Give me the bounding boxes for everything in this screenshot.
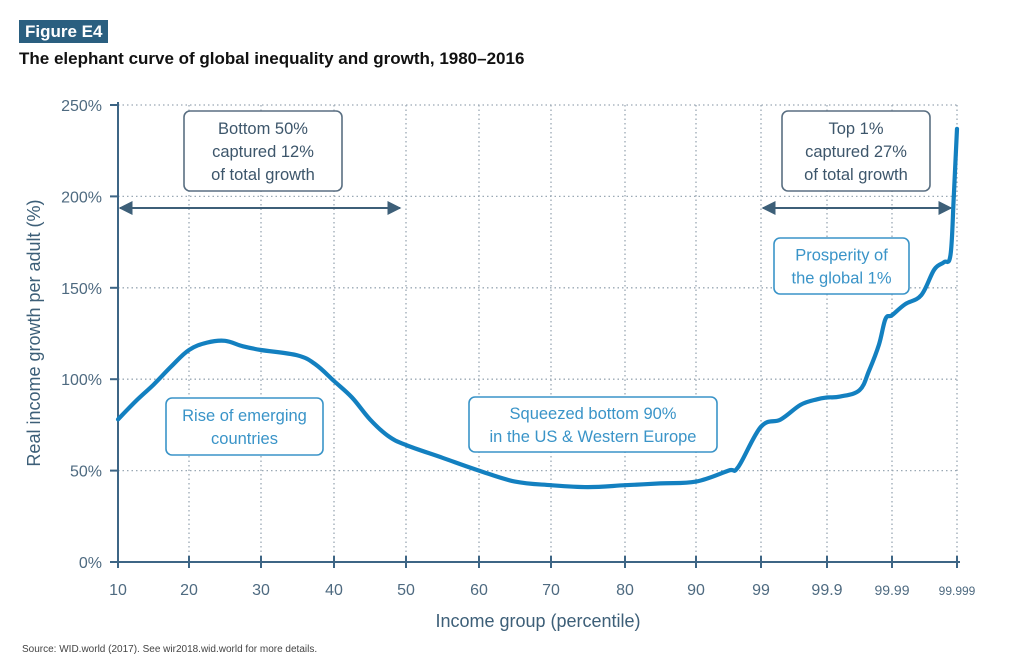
x-tick-label: 40 (325, 582, 343, 599)
x-tick-label: 99.9 (811, 582, 842, 599)
x-tick-label: 30 (252, 582, 270, 599)
annotation-text: Squeezed bottom 90% (510, 405, 677, 423)
x-tick-label: 90 (687, 582, 705, 599)
x-tick-label: 99.99 (874, 582, 909, 598)
annotation-text: countries (211, 430, 278, 448)
annotation-text: in the US & Western Europe (490, 428, 697, 446)
annotation-box (468, 396, 718, 453)
axis-layer: 0% 50% 100% 150% 200% 250% 10 20 30 40 50 60 70 80 90 9… (61, 98, 976, 599)
annotation-text: Prosperity of (795, 247, 888, 265)
y-axis-title: Real income growth per adult (%) (24, 199, 44, 466)
annotation-box (165, 397, 324, 456)
x-tick-label: 99 (752, 582, 770, 599)
y-tick-label: 150% (61, 281, 102, 298)
x-tick-label: 50 (397, 582, 415, 599)
x-tick-label: 80 (616, 582, 634, 599)
annotation-bottom50: Bottom 50% captured 12% of total growth (118, 110, 402, 215)
series-layer (115, 126, 960, 490)
annotation-text: Bottom 50% (218, 120, 308, 138)
annotation-text: the global 1% (792, 270, 892, 288)
grid-layer (118, 104, 958, 562)
y-tick-label: 0% (79, 555, 102, 572)
annotation-text: of total growth (211, 166, 315, 184)
annotation-box (183, 110, 343, 192)
annotation-emerging: Rise of emerging countries (165, 397, 324, 456)
annotation-prosperity: Prosperity of the global 1% (773, 237, 910, 295)
annotation-text: Top 1% (828, 120, 883, 138)
annotation-text: captured 27% (805, 143, 907, 161)
annotation-text: Rise of emerging (182, 407, 307, 425)
growth-curve-line (115, 126, 960, 490)
figure-badge: Figure E4 (19, 20, 109, 43)
x-axis-title: Income group (percentile) (435, 611, 640, 631)
source-note: Source: WID.world (2017). See wir2018.wi… (22, 644, 318, 655)
y-tick-label: 250% (61, 98, 102, 115)
y-tick-label: 50% (70, 464, 102, 481)
x-tick-label: 20 (180, 582, 198, 599)
annotation-top1: Top 1% captured 27% of total growth (761, 110, 953, 215)
figure-title: The elephant curve of global inequality … (19, 49, 525, 68)
x-tick-label: 10 (109, 582, 127, 599)
x-tick-label: 60 (470, 582, 488, 599)
y-tick-label: 100% (61, 372, 102, 389)
annotation-text: of total growth (804, 166, 908, 184)
annotation-layer: Bottom 50%captured 12%of total growthTop… (118, 110, 953, 456)
y-tick-label: 200% (61, 189, 102, 206)
annotation-box (773, 237, 910, 295)
annotation-box (781, 110, 931, 192)
annotation-squeezed: Squeezed bottom 90% in the US & Western E… (468, 396, 718, 453)
x-tick-label: 70 (542, 582, 560, 599)
annotation-text: captured 12% (212, 143, 314, 161)
x-tick-label: 99.999 (939, 584, 976, 598)
